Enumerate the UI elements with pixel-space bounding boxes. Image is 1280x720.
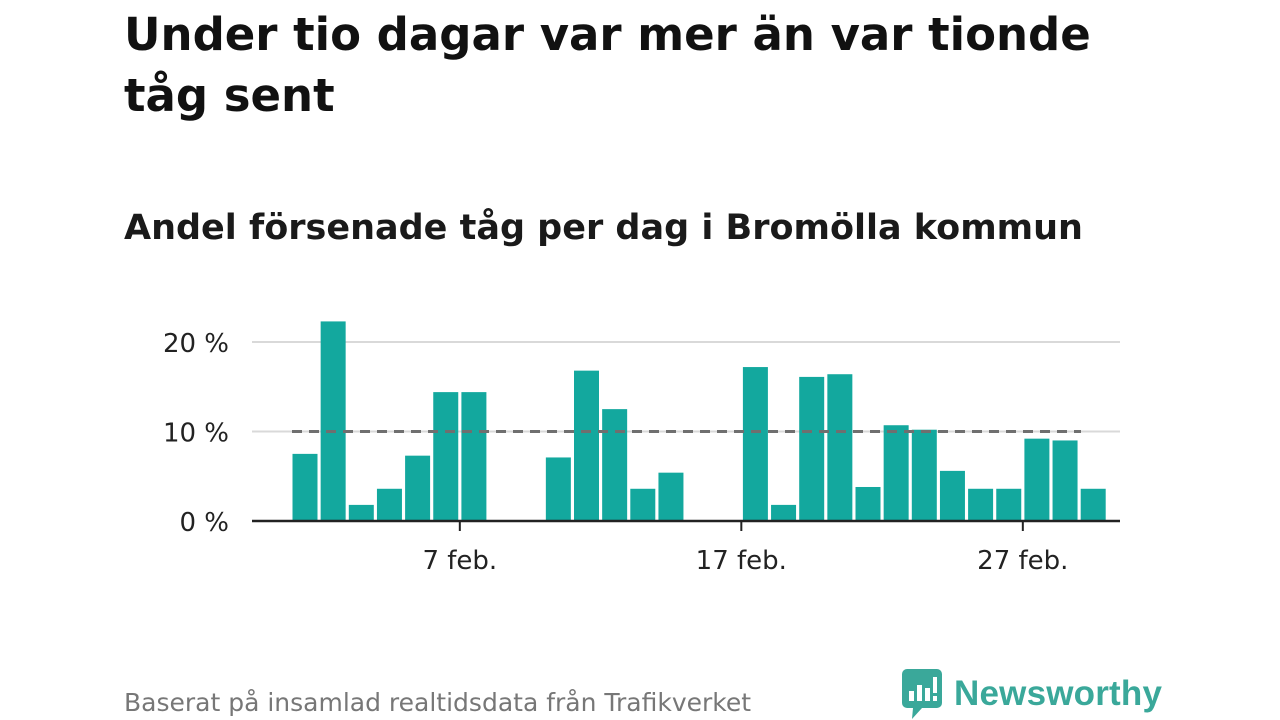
- gridlines: [252, 341, 1120, 433]
- brand-name: Newsworthy: [954, 674, 1163, 713]
- bar-24 feb.: [939, 470, 965, 521]
- newsworthy-logo-icon: [902, 669, 942, 719]
- bar-12 feb.: [602, 409, 628, 521]
- bar-5 feb.: [405, 455, 431, 521]
- bar-1 feb.: [292, 453, 318, 521]
- bar-27 feb.: [1024, 438, 1050, 521]
- bar-13 feb.: [630, 488, 656, 521]
- bar-21 feb.: [855, 486, 881, 521]
- y-tick-label: 10 %: [163, 419, 229, 449]
- bar-undefined: [1080, 488, 1106, 521]
- bar-4 feb.: [376, 488, 402, 521]
- bar-23 feb.: [911, 429, 937, 521]
- bar-28 feb.: [1052, 440, 1078, 521]
- bar-11 feb.: [574, 370, 599, 521]
- bar-19 feb.: [799, 376, 825, 521]
- x-tick-label: 27 feb.: [977, 546, 1068, 576]
- x-tick-label: 7 feb.: [422, 546, 497, 576]
- bar-25 feb.: [968, 488, 994, 521]
- bar-3 feb.: [348, 504, 374, 521]
- bar-20 feb.: [827, 374, 853, 521]
- bar-7 feb.: [461, 392, 487, 521]
- bar-2 feb.: [320, 321, 346, 521]
- bar-14 feb.: [658, 472, 684, 521]
- bar-22 feb.: [883, 425, 909, 521]
- y-tick-label: 20 %: [163, 329, 229, 359]
- axes: 0 % 10 % 20 % 7 feb. 17 feb. 27 feb.: [163, 329, 1120, 576]
- y-tick-label: 0 %: [179, 508, 229, 538]
- source-note: Baserat på insamlad realtidsdata från Tr…: [124, 688, 752, 717]
- bar-18 feb.: [771, 504, 797, 521]
- chart-title: Under tio dagar var mer än var tionde tå…: [124, 8, 1091, 122]
- chart-subtitle: Andel försenade tåg per dag i Bromölla k…: [124, 208, 1083, 248]
- newsworthy-brand: Newsworthy: [902, 669, 1162, 719]
- bar-6 feb.: [433, 392, 459, 521]
- bar-26 feb.: [996, 488, 1022, 521]
- bar-10 feb.: [545, 457, 571, 521]
- x-tick-label: 17 feb.: [696, 546, 787, 576]
- bar-17 feb.: [742, 367, 768, 521]
- bars: [292, 321, 1106, 521]
